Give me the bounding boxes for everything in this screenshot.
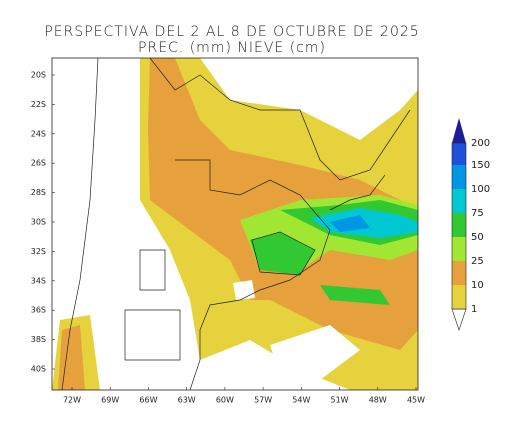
title-line: PREC. (mm) NIEVE (cm) — [138, 40, 326, 56]
legend-label: 75 — [471, 208, 484, 219]
legend-label: 50 — [471, 232, 484, 243]
longitude-label: 54W — [292, 396, 310, 405]
legend-label: 100 — [471, 184, 490, 195]
longitude-label: 72W — [63, 396, 81, 405]
legend-label: 10 — [471, 280, 484, 291]
map-frame — [51, 57, 419, 391]
latitude-label: 38S — [31, 335, 46, 344]
latitude-label: 26S — [31, 159, 46, 168]
legend-label: 1 — [471, 304, 477, 315]
legend-label: 200 — [471, 138, 490, 149]
latitude-label: 28S — [31, 188, 46, 197]
colorbar — [451, 118, 467, 331]
latitude-label: 40S — [31, 365, 46, 374]
longitude-label: 51W — [331, 396, 349, 405]
latitude-label: 22S — [31, 100, 46, 109]
longitude-label: 57W — [254, 396, 272, 405]
longitude-label: 48W — [369, 396, 387, 405]
legend-label: 150 — [471, 160, 490, 171]
title-line: PERSPECTIVA DEL 2 AL 8 DE OCTUBRE DE 202… — [44, 24, 419, 40]
latitude-label: 30S — [31, 218, 46, 227]
longitude-label: 63W — [178, 396, 196, 405]
latitude-label: 32S — [31, 247, 46, 256]
longitude-label: 69W — [101, 396, 119, 405]
longitude-label: 66W — [139, 396, 157, 405]
latitude-label: 34S — [31, 276, 46, 285]
legend-label: 25 — [471, 256, 484, 267]
latitude-label: 24S — [31, 129, 46, 138]
precipitation-field — [52, 58, 418, 390]
latitude-label: 20S — [31, 71, 46, 80]
longitude-label: 45W — [407, 396, 425, 405]
latitude-label: 36S — [31, 306, 46, 315]
longitude-label: 60W — [216, 396, 234, 405]
